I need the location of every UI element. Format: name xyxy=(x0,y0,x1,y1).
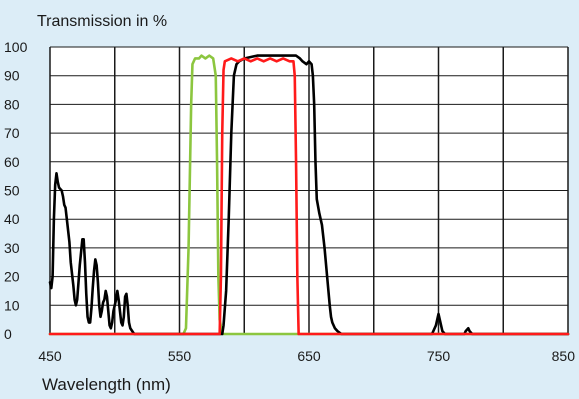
y-tick-label: 10 xyxy=(4,297,20,313)
x-tick-label: 750 xyxy=(427,348,451,364)
y-tick-label: 50 xyxy=(4,183,20,199)
tick-labels: 0 10 20 30 40 50 60 70 80 90 100 450 550 650 750 850 xyxy=(4,39,575,364)
y-tick-label: 0 xyxy=(4,326,12,342)
y-tick-label: 40 xyxy=(4,211,20,227)
y-tick-label: 100 xyxy=(4,39,28,55)
y-tick-label: 20 xyxy=(4,269,20,285)
series-layer xyxy=(48,54,570,336)
x-tick-label: 550 xyxy=(168,348,192,364)
x-tick-label: 850 xyxy=(552,348,576,364)
series-line-0 xyxy=(48,54,570,336)
series-line-2 xyxy=(48,57,570,336)
y-tick-label: 70 xyxy=(4,125,20,141)
x-axis-label: Wavelength (nm) xyxy=(42,375,171,394)
x-tick-label: 650 xyxy=(297,348,321,364)
y-tick-label: 60 xyxy=(4,154,20,170)
y-tick-label: 80 xyxy=(4,96,20,112)
y-tick-label: 90 xyxy=(4,68,20,84)
y-axis-label: Transmission in % xyxy=(37,13,167,30)
x-tick-label: 450 xyxy=(38,348,62,364)
y-tick-label: 30 xyxy=(4,240,20,256)
